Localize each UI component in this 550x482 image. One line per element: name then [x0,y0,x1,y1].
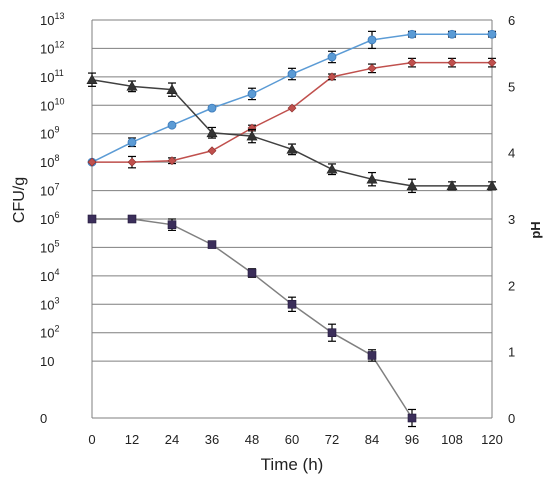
x-tick-label: 36 [205,432,219,447]
left-tick-label: 107 [40,182,59,199]
data-point-triangle [206,127,218,138]
data-point-diamond [207,146,217,156]
x-tick-label: 60 [285,432,299,447]
left-tick-label: 105 [40,238,59,255]
data-point-diamond [287,103,297,113]
x-tick-label: 0 [88,432,95,447]
data-point-circle [487,29,497,39]
data-point-triangle [446,180,458,191]
data-point-triangle [166,84,178,94]
data-point-triangle [366,173,378,184]
data-point-circle [167,120,177,130]
series-line [91,78,492,187]
data-point-square [127,214,137,224]
x-tick-label: 48 [245,432,259,447]
x-tick-label: 108 [441,432,463,447]
data-point-circle [407,29,417,39]
data-point-square [287,299,297,309]
data-point-circle [367,35,377,45]
data-point-triangle [286,143,298,154]
left-tick-label: 103 [40,295,59,312]
x-tick-label: 72 [325,432,339,447]
right-tick-label: 0 [508,411,515,426]
x-axis-title: Time (h) [261,455,324,474]
right-tick-label: 6 [508,13,515,28]
data-point-square [367,351,377,360]
right-axis-title: pH [528,221,543,238]
data-point-square [87,214,97,224]
data-point-diamond [87,157,97,167]
data-point-diamond [167,156,177,166]
x-tick-label: 120 [481,432,503,447]
data-point-triangle [406,180,418,191]
data-point-square [167,220,177,229]
data-point-triangle [326,163,338,174]
x-tick-label: 24 [165,432,179,447]
data-point-square [247,268,257,278]
left-tick-label: 0 [40,411,47,426]
left-tick-label: 104 [40,267,59,284]
left-tick-label: 10 [40,354,54,369]
left-tick-label: 108 [40,153,59,170]
right-tick-label: 1 [508,345,515,360]
data-point-diamond [487,58,497,68]
series-line [91,33,492,163]
left-tick-label: 1012 [40,39,64,56]
data-point-square [407,413,417,423]
data-point-circle [127,137,137,147]
data-point-triangle [486,180,498,191]
data-point-diamond [367,63,377,73]
left-tick-label: 102 [40,324,59,341]
x-tick-label: 84 [365,432,379,447]
left-tick-label: 1010 [40,96,64,113]
left-tick-label: 1013 [40,11,64,28]
data-point-triangle [86,74,98,84]
data-point-circle [327,52,337,62]
left-tick-label: 106 [40,210,59,227]
x-tick-label: 96 [405,432,419,447]
left-tick-label: 1011 [40,68,64,85]
x-tick-label: 12 [125,432,139,447]
data-point-diamond [447,58,457,68]
data-point-diamond [127,157,137,167]
left-axis-title: CFU/g [11,177,28,223]
data-point-square [327,328,337,338]
data-point-square [207,240,217,249]
right-tick-label: 3 [508,212,515,227]
data-point-circle [287,69,297,79]
data-point-circle [207,103,217,113]
data-point-triangle [246,130,258,141]
data-point-circle [447,29,457,39]
left-tick-label: 109 [40,125,59,142]
data-point-triangle [126,80,138,91]
data-point-diamond [327,72,337,82]
right-tick-label: 2 [508,278,515,293]
series-line [92,218,413,419]
data-point-diamond [407,58,417,68]
right-tick-label: 4 [508,146,515,161]
data-point-circle [247,89,257,99]
right-tick-label: 5 [508,79,515,94]
